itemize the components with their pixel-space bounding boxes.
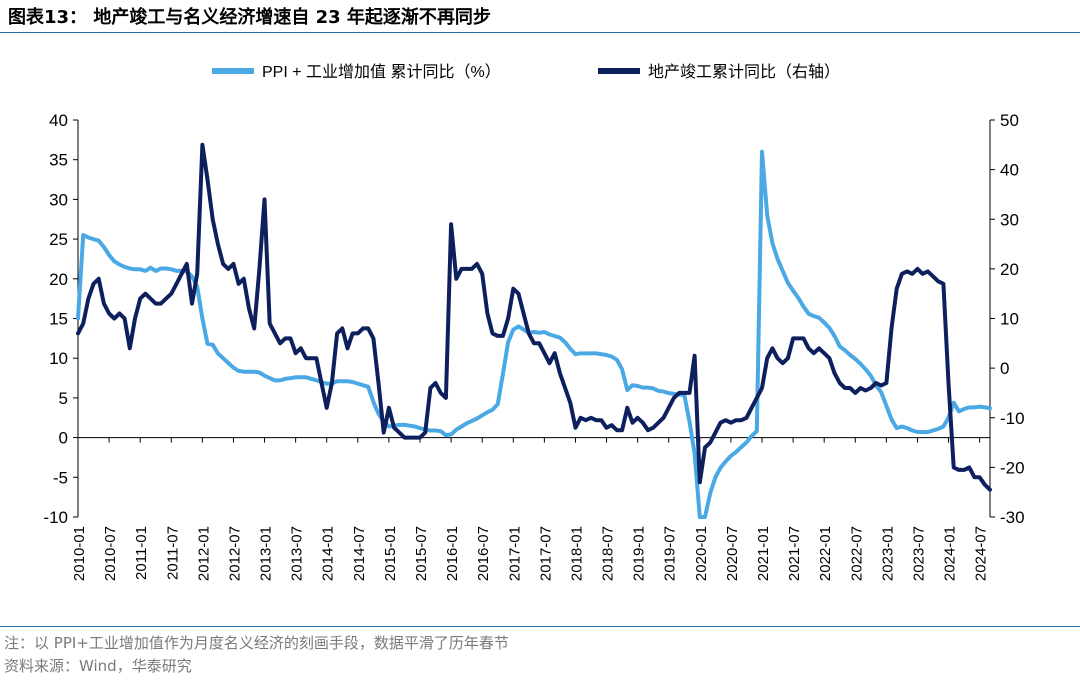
- right-tick-label: -10: [1000, 409, 1025, 428]
- right-tick-label: 20: [1000, 260, 1019, 279]
- x-tick-label: 2015-07: [413, 526, 430, 581]
- title-bar: 图表13： 地产竣工与名义经济增速自 23 年起逐渐不再同步: [0, 0, 1080, 33]
- legend-label-completion: 地产竣工累计同比（右轴）: [648, 63, 840, 81]
- right-tick-label: -20: [1000, 458, 1025, 477]
- left-tick-label: 25: [49, 230, 68, 249]
- x-tick-label: 2020-07: [724, 526, 741, 581]
- x-tick-label: 2018-07: [600, 526, 617, 581]
- chart-title: 图表13： 地产竣工与名义经济增速自 23 年起逐渐不再同步: [8, 7, 491, 28]
- footnote: 注：以 PPI+工业增加值作为月度名义经济的刻画手段，数据平滑了历年春节: [4, 634, 509, 652]
- left-tick-label: 40: [49, 111, 68, 130]
- x-tick-label: 2013-01: [258, 526, 275, 581]
- left-tick-label: 20: [49, 270, 68, 289]
- x-tick-label: 2018-01: [568, 526, 585, 581]
- chart: PPI + 工业增加值 累计同比（%） 地产竣工累计同比（右轴） -10 -5 0 5…: [43, 63, 1024, 581]
- x-tick-label: 2014-01: [320, 526, 337, 581]
- x-tick-label: 2014-07: [351, 526, 368, 581]
- left-tick-label: 0: [59, 429, 68, 448]
- x-tick-label: 2017-07: [537, 526, 554, 581]
- x-tick-label: 2016-01: [444, 526, 461, 581]
- x-tick-label: 2024-01: [942, 526, 959, 581]
- x-tick-label: 2021-07: [786, 526, 803, 581]
- x-tick-label: 2017-01: [506, 526, 523, 581]
- left-tick-label: -5: [53, 468, 68, 487]
- x-tick-label: 2010-07: [102, 526, 119, 581]
- right-tick-label: 10: [1000, 310, 1019, 329]
- x-tick-label: 2011-07: [164, 526, 181, 580]
- x-tick-label: 2012-07: [226, 526, 243, 581]
- x-tick-label: 2012-01: [195, 526, 212, 581]
- x-tick-label: 2019-01: [631, 526, 648, 581]
- right-tick-label: 50: [1000, 111, 1019, 130]
- axes-layer: -10 -5 0 5 10 15 20 25 30 35 40 -30 -20 -10 0 10 20 30 40 5…: [43, 111, 1024, 581]
- x-tick-label: 2021-01: [755, 526, 772, 581]
- x-tick-label: 2020-01: [693, 526, 710, 581]
- series-line-ppi: [76, 149, 992, 519]
- x-tick-label: 2023-07: [910, 526, 927, 581]
- x-tick-label: 2019-07: [662, 526, 679, 581]
- right-tick-label: -30: [1000, 508, 1025, 527]
- left-tick-label: 5: [59, 389, 68, 408]
- x-tick-label: 2024-07: [973, 526, 990, 581]
- x-tick-label: 2022-07: [848, 526, 865, 581]
- right-tick-label: 0: [1000, 359, 1009, 378]
- x-tick-label: 2022-01: [817, 526, 834, 581]
- right-tick-label: 40: [1000, 161, 1019, 180]
- x-tick-label: 2010-01: [71, 526, 88, 581]
- x-tick-label: 2013-07: [289, 526, 306, 581]
- right-tick-label: 30: [1000, 210, 1019, 229]
- left-tick-label: -10: [43, 508, 68, 527]
- legend: PPI + 工业增加值 累计同比（%） 地产竣工累计同比（右轴）: [212, 63, 840, 81]
- x-tick-label: 2011-01: [133, 526, 150, 580]
- series-layer: [76, 142, 992, 519]
- x-tick-label: 2023-01: [879, 526, 896, 581]
- notes-rule: [0, 626, 1080, 627]
- source-note: 资料来源：Wind，华泰研究: [4, 657, 192, 675]
- series-line-completion: [76, 142, 992, 492]
- left-tick-label: 15: [49, 310, 68, 329]
- title-rule: [0, 32, 1080, 33]
- x-tick-label: 2015-01: [382, 526, 399, 581]
- left-tick-label: 30: [49, 190, 68, 209]
- legend-label-ppi: PPI + 工业增加值 累计同比（%）: [262, 63, 501, 81]
- left-tick-label: 35: [49, 151, 68, 170]
- x-tick-label: 2016-07: [475, 526, 492, 581]
- left-tick-label: 10: [49, 349, 68, 368]
